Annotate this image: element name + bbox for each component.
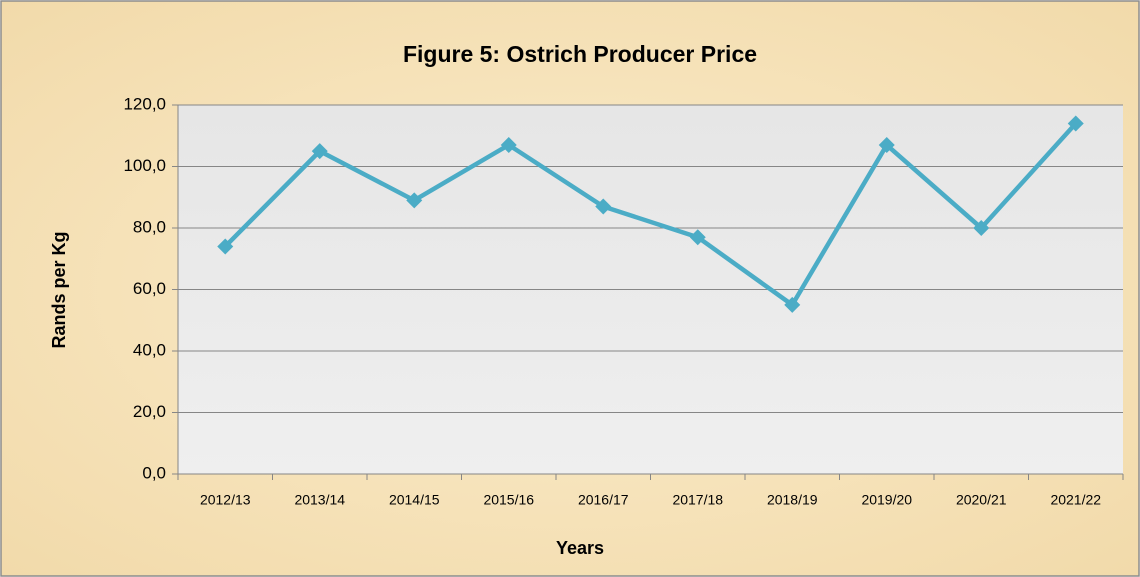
marker	[689, 229, 706, 246]
y-tick-label: 120,0	[123, 94, 166, 113]
x-tick-label: 2016/17	[578, 492, 629, 508]
marker	[595, 198, 612, 215]
y-tick-label: 100,0	[123, 156, 166, 175]
marker	[1067, 115, 1084, 132]
y-tick-label: 40,0	[133, 340, 166, 359]
marker	[973, 220, 990, 236]
marker	[500, 136, 517, 153]
marker	[406, 192, 423, 209]
x-tick-label: 2015/16	[483, 492, 534, 508]
x-axis-title: Years	[556, 538, 604, 558]
x-tick-label: 2013/14	[294, 492, 345, 508]
chart-title: Figure 5: Ostrich Producer Price	[403, 41, 757, 67]
y-tick-label: 60,0	[133, 279, 166, 298]
y-axis-title: Rands per Kg	[49, 231, 69, 348]
x-tick-label: 2020/21	[956, 492, 1007, 508]
marker	[878, 136, 895, 153]
line	[223, 121, 1078, 308]
y-tick-label: 20,0	[133, 402, 166, 421]
x-tick-label: 2012/13	[200, 492, 251, 508]
x-tick-label: 2021/22	[1050, 492, 1101, 508]
x-tick-label: 2014/15	[389, 492, 440, 508]
marker	[217, 238, 234, 255]
y-tick-label: 80,0	[133, 217, 166, 236]
y-tick-label: 0,0	[142, 463, 166, 482]
x-tick-label: 2019/20	[861, 492, 912, 508]
x-tick-label: 2017/18	[672, 492, 723, 508]
marker	[311, 143, 328, 160]
marker	[784, 296, 801, 313]
x-tick-label: 2018/19	[767, 492, 818, 508]
